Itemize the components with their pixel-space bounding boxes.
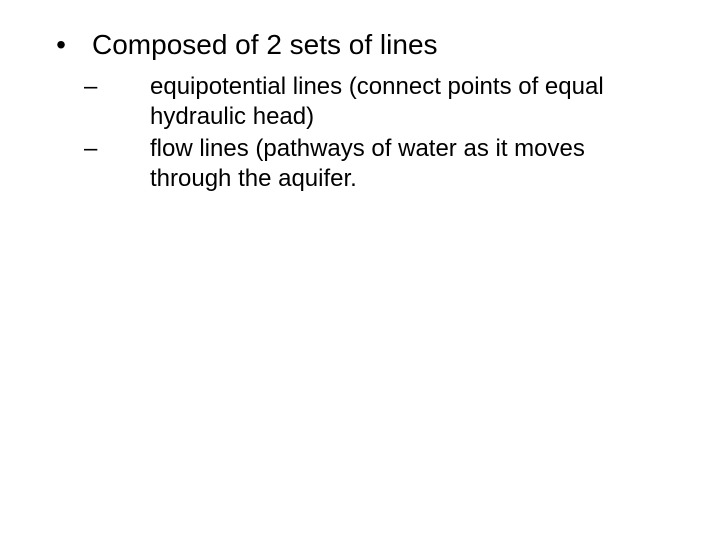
sub-list: – equipotential lines (connect points of… [30, 72, 690, 194]
main-bullet-marker: • [30, 28, 92, 62]
sub-bullet-marker: – [78, 134, 150, 164]
main-bullet-text: Composed of 2 sets of lines [92, 28, 438, 62]
sub-bullet-text: equipotential lines (connect points of e… [150, 72, 660, 132]
sub-bullet-marker: – [78, 72, 150, 102]
sub-item: – equipotential lines (connect points of… [78, 72, 690, 132]
sub-bullet-text: flow lines (pathways of water as it move… [150, 134, 660, 194]
sub-item: – flow lines (pathways of water as it mo… [78, 134, 690, 194]
main-bullet-item: • Composed of 2 sets of lines [30, 28, 690, 62]
